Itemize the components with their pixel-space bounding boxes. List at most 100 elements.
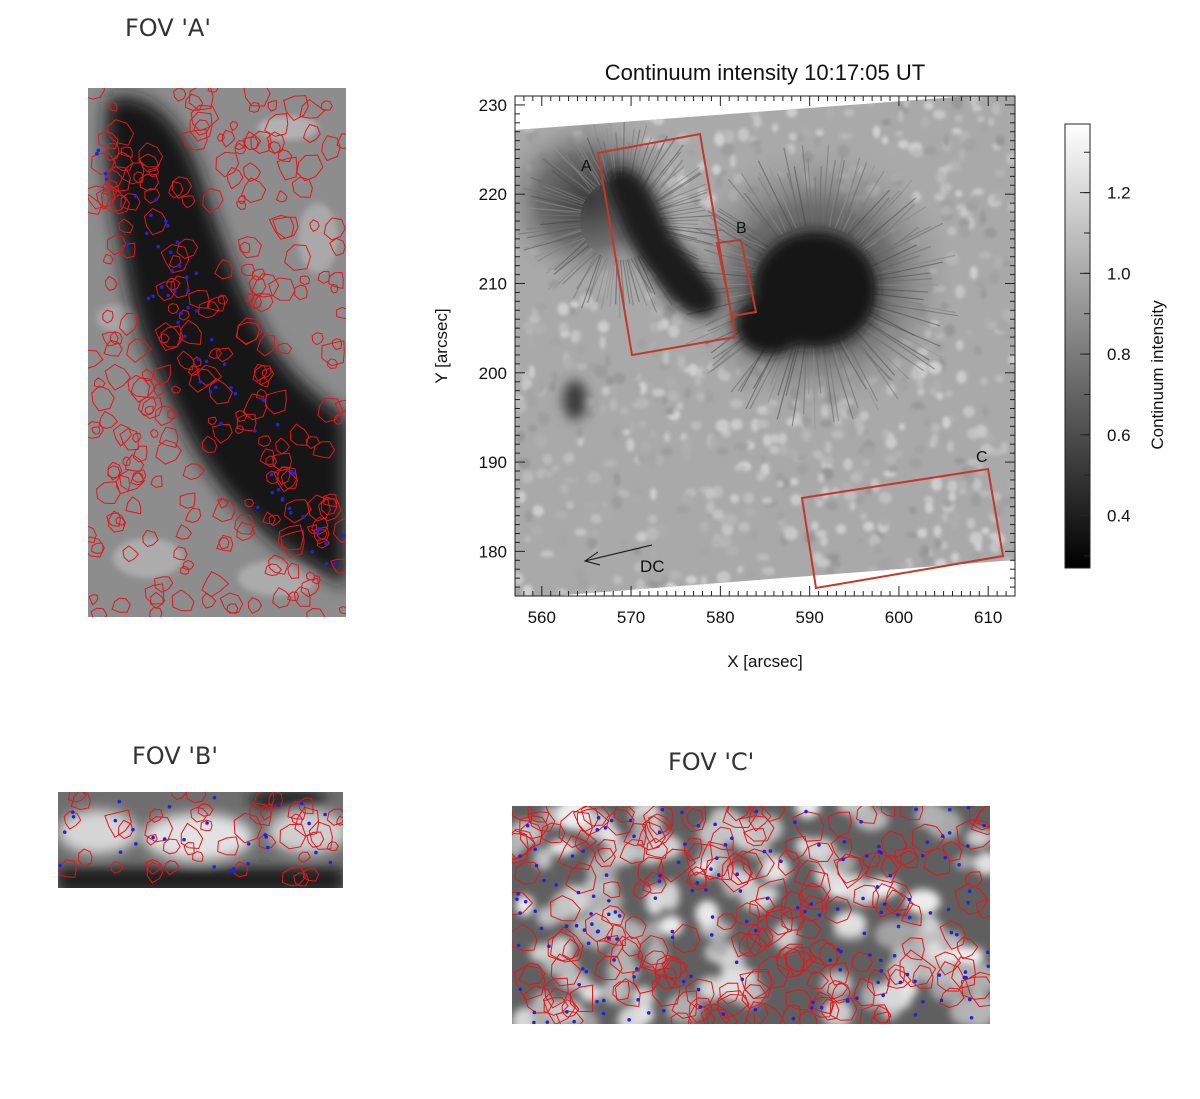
marker: [582, 928, 587, 932]
contour: [911, 964, 934, 989]
y-tick-label: 190: [479, 453, 507, 472]
marker: [963, 970, 968, 974]
marker: [117, 799, 122, 804]
contour: [262, 511, 276, 525]
marker: [957, 862, 961, 867]
contour: [221, 129, 236, 148]
marker: [591, 894, 596, 899]
contour: [574, 829, 598, 853]
box-label-a: A: [581, 158, 592, 175]
contour: [261, 368, 272, 378]
marker: [146, 296, 151, 301]
marker: [118, 850, 123, 854]
contour: [296, 154, 324, 182]
colorbar-label: Continuum intensity: [1148, 300, 1167, 450]
contour: [142, 529, 159, 548]
contour: [178, 309, 190, 321]
marker: [596, 929, 601, 933]
marker: [717, 873, 721, 877]
contour: [229, 120, 239, 132]
marker: [233, 391, 238, 396]
contour: [93, 377, 106, 388]
marker: [246, 842, 251, 846]
marker: [907, 915, 912, 920]
marker: [835, 907, 840, 911]
contour: [705, 856, 734, 881]
contour: [277, 342, 293, 355]
contour: [102, 253, 114, 265]
contour: [651, 974, 681, 1007]
marker: [134, 842, 138, 846]
contour: [104, 275, 118, 292]
marker: [590, 922, 594, 926]
contour: [829, 962, 850, 986]
contour: [216, 534, 234, 552]
marker: [213, 385, 218, 390]
contour: [311, 332, 324, 346]
axis-ticks: 560 570 580 590 600 610 180 190 200 210 220 230: [479, 95, 1016, 627]
marker: [299, 801, 304, 806]
marker: [627, 1017, 631, 1022]
contour: [258, 435, 272, 447]
contour: [241, 263, 255, 277]
contour: [175, 524, 193, 540]
contour: [149, 606, 163, 617]
contour: [730, 931, 756, 958]
contour: [738, 815, 775, 842]
contour: [853, 884, 880, 909]
contour: [207, 416, 217, 426]
contour: [115, 474, 131, 495]
marker: [212, 865, 216, 869]
marker: [333, 561, 337, 565]
marker: [615, 937, 619, 941]
x-tick-label: 600: [885, 608, 913, 627]
contour: [550, 895, 581, 922]
contour: [127, 374, 151, 398]
marker: [754, 809, 759, 814]
contour: [260, 803, 273, 821]
contour: [719, 982, 740, 1005]
contour: [657, 848, 697, 883]
contour: [716, 990, 750, 1019]
contour: [258, 833, 277, 850]
marker: [709, 867, 713, 871]
marker: [804, 809, 808, 814]
fov-b-image: [58, 792, 343, 888]
contour: [965, 871, 983, 889]
contour: [323, 217, 346, 241]
marker: [133, 194, 138, 198]
contour: [253, 293, 274, 313]
contour: [956, 819, 990, 850]
fov-a-title: FOV 'A': [125, 14, 211, 42]
marker: [683, 842, 687, 846]
contour: [132, 445, 148, 463]
marker: [310, 550, 315, 554]
contour: [103, 339, 123, 357]
marker: [184, 275, 189, 280]
contour: [954, 882, 989, 916]
contour: [603, 924, 626, 947]
contour: [785, 989, 812, 1011]
contour: [259, 448, 275, 465]
contour: [236, 521, 256, 542]
contour: [188, 289, 210, 309]
contour: [951, 956, 976, 989]
marker: [738, 889, 743, 893]
contour: [201, 435, 218, 454]
contour: [645, 837, 668, 859]
contour: [88, 421, 104, 439]
contour: [112, 423, 132, 447]
marker: [183, 334, 187, 339]
contour: [207, 88, 219, 93]
contour: [321, 340, 345, 367]
marker: [607, 912, 611, 917]
marker: [289, 511, 293, 515]
contour: [596, 934, 624, 958]
x-tick-label: 590: [795, 608, 823, 627]
fov-a-image: [88, 88, 346, 617]
marker: [95, 151, 99, 156]
marker: [186, 288, 190, 293]
marker: [328, 860, 333, 865]
contour: [743, 828, 767, 847]
contour: [741, 984, 768, 1009]
